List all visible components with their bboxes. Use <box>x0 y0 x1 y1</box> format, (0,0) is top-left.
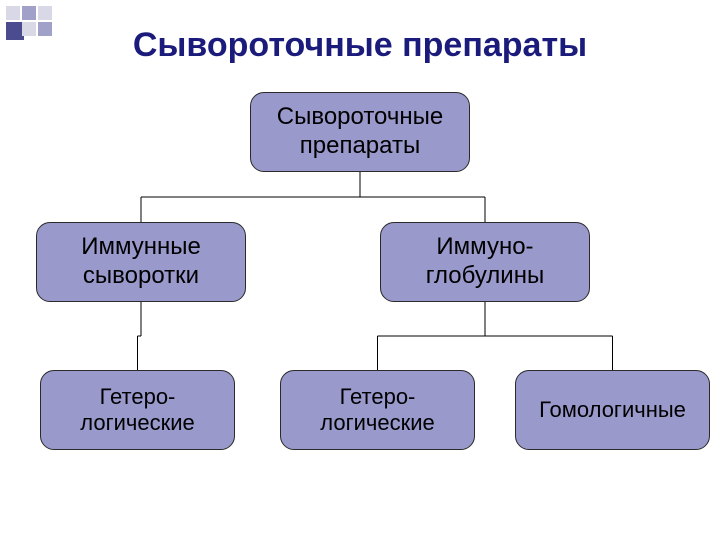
node-hetero-2: Гетеро-логические <box>280 370 475 450</box>
node-hetero-1: Гетеро-логические <box>40 370 235 450</box>
node-label: Сывороточныепрепараты <box>277 103 443 161</box>
node-immunoglobulins: Иммуно-глобулины <box>380 222 590 302</box>
node-root: Сывороточныепрепараты <box>250 92 470 172</box>
node-homologous: Гомологичные <box>515 370 710 450</box>
node-label: Гомологичные <box>539 397 686 423</box>
node-label: Иммунныесыворотки <box>81 233 201 291</box>
page-title: Сывороточные препараты <box>0 26 720 65</box>
node-label: Гетеро-логические <box>80 384 194 437</box>
node-label: Гетеро-логические <box>320 384 434 437</box>
node-immune-sera: Иммунныесыворотки <box>36 222 246 302</box>
node-label: Иммуно-глобулины <box>426 233 544 291</box>
